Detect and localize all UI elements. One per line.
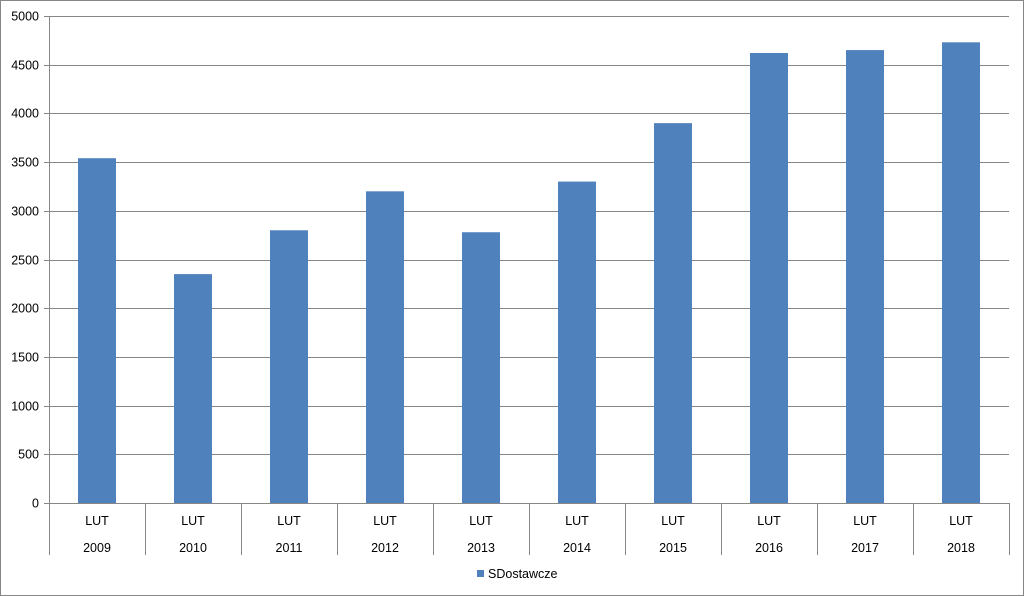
x-tick-label-month: LUT [853, 514, 877, 528]
x-tick-label-year: 2014 [563, 541, 591, 555]
y-tick-label: 1000 [11, 400, 39, 414]
bar [942, 42, 980, 503]
x-tick-label-month: LUT [181, 514, 205, 528]
x-tick-label-year: 2018 [947, 541, 975, 555]
bar [846, 50, 884, 504]
x-tick-label-month: LUT [277, 514, 301, 528]
y-tick-label: 500 [18, 448, 39, 462]
x-tick-label-month: LUT [565, 514, 589, 528]
x-tick-label-year: 2013 [467, 541, 495, 555]
y-tick-label: 5000 [11, 10, 39, 24]
legend-label: SDostawcze [488, 567, 558, 581]
x-tick-label-month: LUT [949, 514, 973, 528]
bar [654, 123, 692, 503]
bar [78, 158, 116, 504]
x-tick-label-month: LUT [661, 514, 685, 528]
y-tick-label: 1500 [11, 351, 39, 365]
x-tick-label-month: LUT [469, 514, 493, 528]
x-tick-label-year: 2015 [659, 541, 687, 555]
y-tick-label: 2000 [11, 302, 39, 316]
x-tick-label-year: 2012 [371, 541, 399, 555]
x-tick-label-year: 2009 [83, 541, 111, 555]
x-tick-label-month: LUT [757, 514, 781, 528]
x-tick-label-month: LUT [373, 514, 397, 528]
bar [174, 274, 212, 503]
x-tick-label-year: 2017 [851, 541, 879, 555]
y-tick-label: 4000 [11, 107, 39, 121]
legend-swatch [477, 570, 484, 577]
y-tick-label: 3500 [11, 156, 39, 170]
bar [558, 181, 596, 503]
x-tick-label-year: 2010 [179, 541, 207, 555]
y-tick-label: 2500 [11, 254, 39, 268]
y-tick-label: 4500 [11, 59, 39, 73]
x-tick-label-month: LUT [85, 514, 109, 528]
bar [462, 232, 500, 503]
y-tick-label: 0 [32, 497, 39, 511]
bar [750, 53, 788, 504]
y-tick-label: 3000 [11, 205, 39, 219]
x-tick-label-year: 2016 [755, 541, 783, 555]
bar [270, 230, 308, 503]
bar [366, 191, 404, 503]
x-tick-label-year: 2011 [276, 541, 303, 555]
